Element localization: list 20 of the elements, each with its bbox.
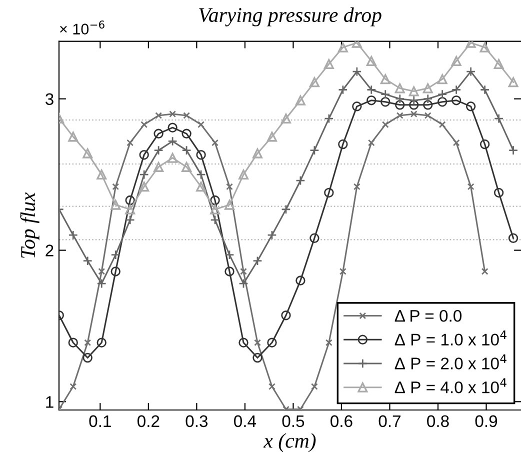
x-tick-label: 0.6 [330,415,352,428]
chart-title: Varying pressure drop [199,7,382,26]
x-tick-label: 0.5 [282,415,304,428]
x-tick-label: 0.2 [137,415,160,428]
y-tick-label: 2 [46,244,54,256]
x-tick-label: 0.3 [186,415,208,428]
legend-label: Δ P = 2.0 x 10$^{4}$ [394,354,506,370]
legend-label: Δ P = 4.0 x 10$^{4}$ [394,378,506,394]
x-axis-title: x (cm) [263,433,316,452]
x-tick-label: 0.1 [89,415,111,428]
x-tick-label: 0.9 [475,415,498,428]
y-tick-label: 1 [46,396,54,408]
legend-label: Δ P = 0.0 [394,310,462,322]
x-tick-label: 0.7 [378,415,400,428]
text: × 10$^{−6}$ [60,20,104,34]
x-tick-label: 0.8 [427,415,449,428]
y-axis-title: Top flux [20,192,40,258]
legend-label: Δ P = 1.0 x 10$^{4}$ [394,330,506,346]
y-tick-label: 3 [46,93,54,106]
x-tick-label: 0.4 [234,415,256,428]
